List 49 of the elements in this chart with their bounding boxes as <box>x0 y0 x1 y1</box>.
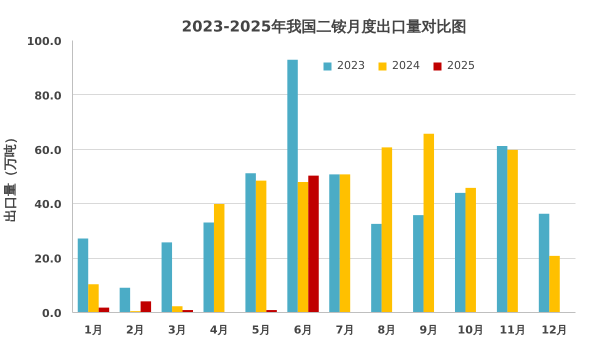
bar <box>140 301 152 312</box>
bar <box>371 224 382 312</box>
x-tick-label: 6月 <box>294 324 312 336</box>
x-tick-label: 3月 <box>168 324 187 336</box>
bar <box>507 150 518 312</box>
bar <box>549 256 560 312</box>
bar <box>214 204 224 312</box>
bar <box>78 238 88 312</box>
y-axis-title: 出口量（万吨） <box>4 131 19 222</box>
x-tick-label: 2月 <box>126 324 145 336</box>
y-tick-label: 0.0 <box>42 307 62 320</box>
x-tick-label: 12月 <box>541 324 568 336</box>
bar <box>308 176 319 312</box>
bar <box>88 284 99 312</box>
y-tick-label: 80.0 <box>34 89 62 102</box>
bar <box>172 306 183 312</box>
legend-label: 2023 <box>337 59 365 72</box>
y-tick-label: 40.0 <box>34 198 62 212</box>
bar <box>454 192 466 312</box>
bar <box>162 242 172 312</box>
bar <box>496 146 508 312</box>
y-tick-label: 100.0 <box>26 35 62 48</box>
bar <box>340 174 350 312</box>
x-tick-label: 4月 <box>210 324 229 336</box>
x-tick-label: 10月 <box>458 324 484 336</box>
x-tick-label: 5月 <box>252 324 270 336</box>
chart-title: 2023-2025年我国二铵月度出口量对比图 <box>182 18 466 36</box>
bar <box>245 173 256 312</box>
bar <box>203 222 214 312</box>
legend-label: 2024 <box>392 59 420 72</box>
bar <box>424 134 434 312</box>
bar <box>287 60 298 312</box>
x-tick-label: 7月 <box>336 324 354 336</box>
bar <box>382 147 392 312</box>
x-tick-label: 8月 <box>378 324 396 336</box>
y-tick-label: 20.0 <box>34 252 62 266</box>
bar <box>329 174 340 312</box>
bar <box>120 288 130 312</box>
x-tick-label: 11月 <box>499 324 526 336</box>
y-tick-label: 60.0 <box>34 144 62 157</box>
bar <box>98 308 110 312</box>
bar <box>538 214 550 312</box>
bar <box>465 188 476 312</box>
bar <box>256 180 266 312</box>
legend-label: 2025 <box>447 59 475 72</box>
bar <box>298 182 308 312</box>
x-tick-label: 9月 <box>419 324 438 336</box>
x-tick-label: 1月 <box>84 324 103 336</box>
bar <box>413 215 424 312</box>
